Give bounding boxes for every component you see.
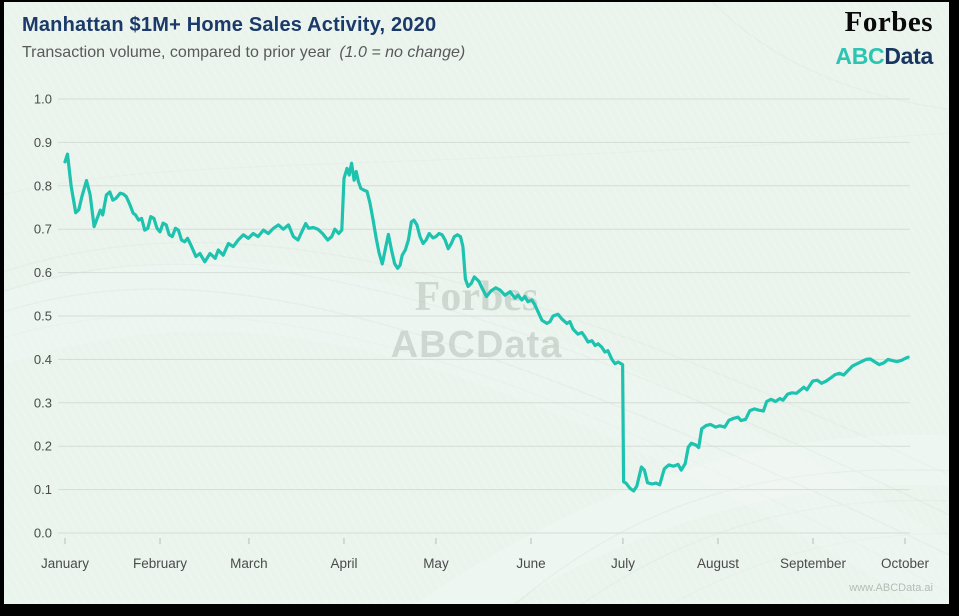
chart-header: Manhattan $1M+ Home Sales Activity, 2020… [22, 14, 465, 62]
y-axis-tick-label: 0.9 [34, 135, 52, 150]
series-line [63, 152, 910, 493]
y-axis-tick-label: 0.2 [34, 439, 52, 454]
x-axis-tick-label: February [133, 556, 187, 571]
y-axis-tick-label: 0.6 [34, 265, 52, 280]
abcdata-logo-data: Data [884, 43, 933, 69]
x-axis-tick-label: May [423, 556, 449, 571]
chart-subtitle-note: (1.0 = no change) [339, 44, 466, 61]
chart-subtitle: Transaction volume, compared to prior ye… [22, 44, 465, 62]
y-axis-tick-label: 0.8 [34, 178, 52, 193]
background-texture [4, 2, 949, 604]
source-url: www.ABCData.ai [849, 582, 933, 594]
x-axis-tick-label: August [697, 556, 739, 571]
forbes-logo: Forbes [844, 6, 933, 38]
y-axis-tick-label: 1.0 [34, 92, 52, 107]
line-chart: 0.0 0.1 0.2 0.3 0.4 0.5 0.6 0.7 0.8 0.9 1.0 January… [34, 92, 930, 572]
x-axis-tick-label: September [780, 556, 847, 571]
x-axis-tick-label: March [230, 556, 268, 571]
y-axis-tick-label: 0.5 [34, 309, 52, 324]
chart-title: Manhattan $1M+ Home Sales Activity, 2020 [22, 14, 437, 36]
x-axis-tick-label: October [881, 556, 930, 571]
abcdata-logo-abc: ABC [835, 43, 885, 69]
chart-card: Forbes ABCData 0.0 0.1 0.2 0.3 0.4 0.5 0.6 0.7 0… [4, 2, 949, 604]
y-axis-tick-label: 0.1 [34, 482, 52, 497]
watermark-abcdata: ABCData [390, 324, 563, 366]
chart-subtitle-text: Transaction volume, compared to prior ye… [22, 44, 331, 61]
branding-block: Forbes ABCData [835, 8, 933, 68]
y-axis-tick-label: 0.3 [34, 395, 52, 410]
y-axis-tick-label: 0.7 [34, 222, 52, 237]
x-axis-tick-label: April [330, 556, 357, 571]
y-axis-tick-label: 0.4 [34, 352, 52, 367]
x-axis-tick-label: June [516, 556, 545, 571]
x-axis-tick-label: January [41, 556, 89, 571]
abcdata-logo: ABCData [835, 45, 933, 68]
x-axis-tick-label: July [611, 556, 635, 571]
y-axis-tick-label: 0.0 [34, 526, 52, 541]
